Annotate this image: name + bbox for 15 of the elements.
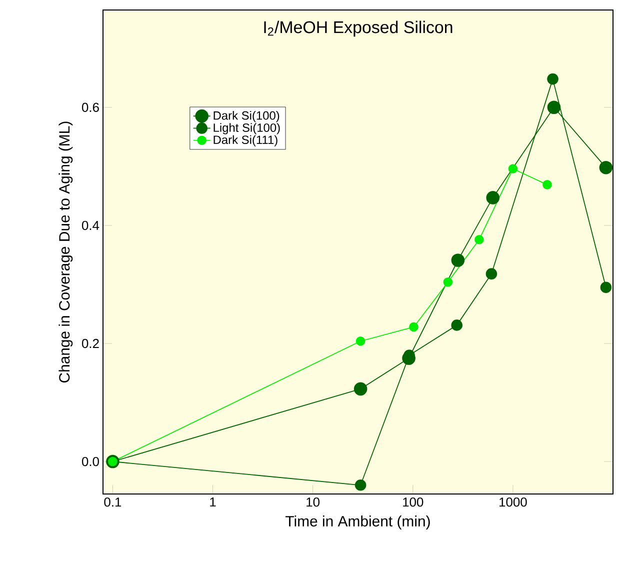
x-tick-label: 1000 bbox=[500, 498, 527, 507]
legend-label: Dark Si(111) bbox=[214, 135, 278, 146]
x-tick-label: 100 bbox=[403, 498, 424, 507]
x-tick-label: 1 bbox=[210, 498, 216, 506]
y-tick-label: 0.0 bbox=[82, 456, 99, 466]
legend-label: Dark Si(100) bbox=[214, 110, 280, 122]
y-tick-label: 0.2 bbox=[82, 338, 99, 348]
x-tick-label: 10 bbox=[306, 498, 320, 507]
y-axis-title: Change in Coverage Due to Aging (ML) bbox=[58, 122, 73, 382]
y-tick-label: 0.4 bbox=[82, 220, 100, 230]
legend-label: Light Si(100) bbox=[214, 123, 280, 134]
x-tick-label: 0.1 bbox=[104, 498, 122, 507]
text: I$_{2}$/MeOH Exposed Silicon bbox=[264, 20, 452, 37]
y-tick-label: 0.6 bbox=[82, 102, 99, 112]
x-axis-title: Time in Ambient (min) bbox=[286, 516, 430, 530]
